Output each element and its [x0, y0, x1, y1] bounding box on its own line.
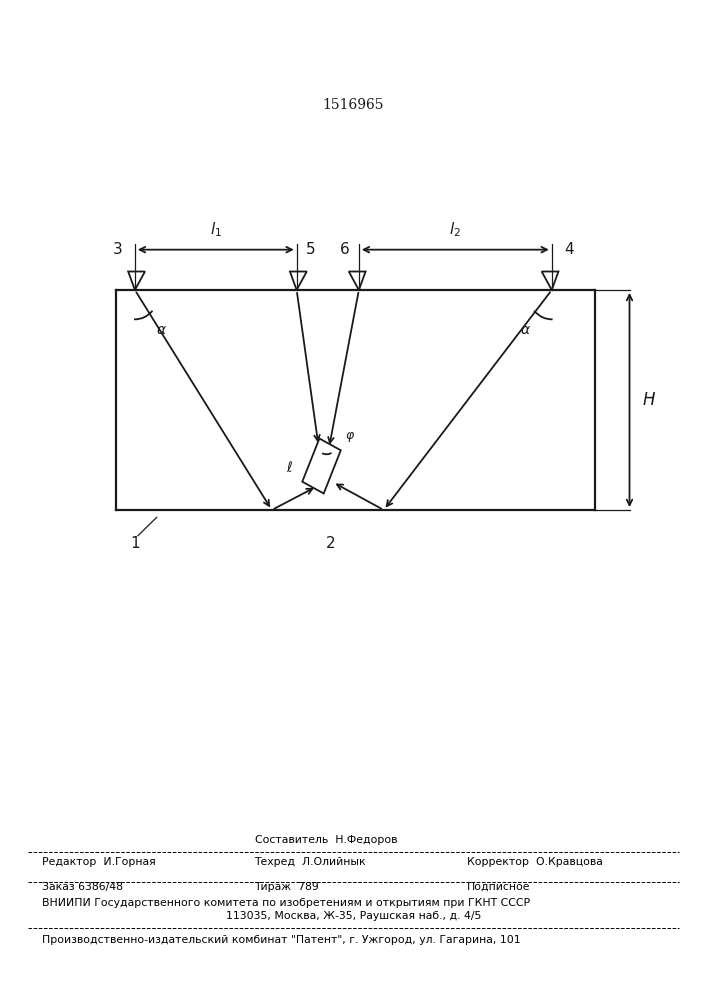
Text: $l_2$: $l_2$: [450, 220, 461, 239]
Text: $\alpha$: $\alpha$: [156, 323, 167, 337]
Text: 113035, Москва, Ж-35, Раушская наб., д. 4/5: 113035, Москва, Ж-35, Раушская наб., д. …: [226, 911, 481, 921]
Text: 5: 5: [305, 242, 315, 257]
Text: 1: 1: [130, 536, 140, 550]
Text: Заказ 6386/48: Заказ 6386/48: [42, 882, 124, 892]
Text: 4: 4: [564, 242, 574, 257]
Text: 1516965: 1516965: [323, 98, 384, 112]
Text: Техред  Л.Олийнык: Техред Л.Олийнык: [255, 857, 366, 867]
Text: $\ell$: $\ell$: [286, 460, 293, 475]
Text: 3: 3: [112, 242, 122, 257]
Text: Тираж  789: Тираж 789: [255, 882, 320, 892]
Text: $l_1$: $l_1$: [210, 220, 222, 239]
Text: $H$: $H$: [642, 391, 656, 409]
Text: $\alpha$: $\alpha$: [520, 323, 531, 337]
Text: ВНИИПИ Государственного комитета по изобретениям и открытиям при ГКНТ СССР: ВНИИПИ Государственного комитета по изоб…: [42, 898, 530, 908]
Text: Корректор  О.Кравцова: Корректор О.Кравцова: [467, 857, 602, 867]
Text: 2: 2: [326, 536, 336, 550]
Text: Производственно-издательский комбинат "Патент", г. Ужгород, ул. Гагарина, 101: Производственно-издательский комбинат "П…: [42, 935, 521, 945]
Text: Составитель  Н.Федоров: Составитель Н.Федоров: [255, 835, 397, 845]
Text: $\varphi$: $\varphi$: [345, 430, 356, 444]
Text: 6: 6: [340, 242, 350, 257]
Text: Подписное: Подписное: [467, 882, 530, 892]
Text: Редактор  И.Горная: Редактор И.Горная: [42, 857, 156, 867]
